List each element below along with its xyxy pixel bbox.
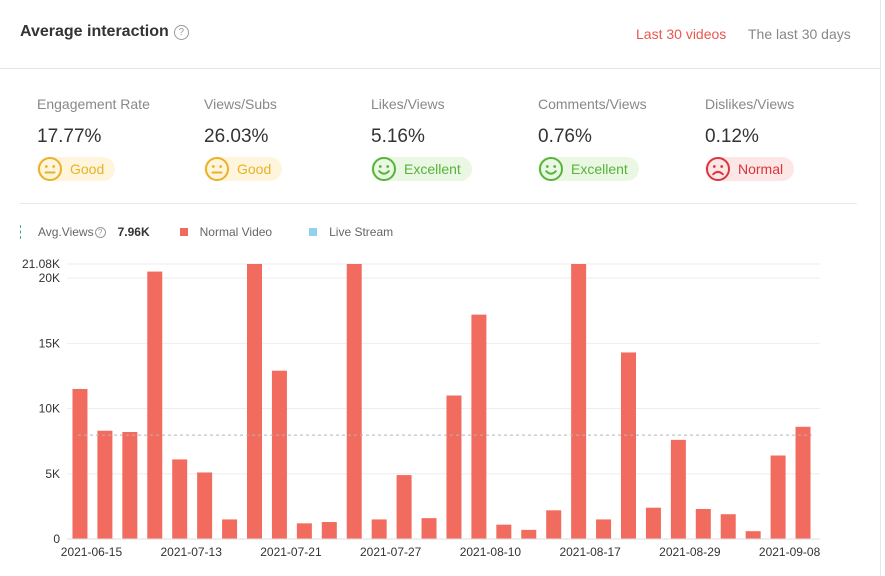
bar bbox=[521, 529, 537, 539]
bar bbox=[496, 524, 512, 539]
bar bbox=[795, 426, 811, 539]
y-tick-label: 5K bbox=[45, 467, 60, 481]
bar bbox=[770, 455, 786, 539]
chart-legend: Avg.Views ? 7.96K Normal Video Live Stre… bbox=[20, 225, 393, 239]
bar bbox=[645, 507, 661, 539]
y-tick-label: 21.08K bbox=[22, 257, 60, 271]
x-tick-label: 2021-07-21 bbox=[260, 545, 322, 559]
y-tick-label: 20K bbox=[39, 271, 60, 285]
bar bbox=[546, 510, 562, 539]
bar bbox=[346, 264, 362, 539]
metric-comments-views: Comments/Views 0.76% Excellent bbox=[538, 96, 647, 187]
bar bbox=[271, 370, 287, 539]
avg-views-label: Avg.Views bbox=[38, 225, 94, 239]
panel-header: Average interaction ? Last 30 videos The… bbox=[0, 0, 880, 69]
bar bbox=[621, 352, 636, 539]
y-tick-label: 0 bbox=[53, 532, 60, 546]
rating-label: Good bbox=[237, 161, 272, 177]
bar bbox=[720, 514, 736, 539]
help-icon[interactable]: ? bbox=[173, 24, 189, 40]
bar bbox=[596, 519, 612, 539]
rating-label: Good bbox=[70, 161, 105, 177]
metric-label: Comments/Views bbox=[538, 96, 647, 112]
metric-label: Dislikes/Views bbox=[705, 96, 795, 112]
metric-views-subs: Views/Subs 26.03% Good bbox=[204, 96, 283, 187]
neutral-face-icon bbox=[205, 157, 229, 181]
rating-label: Excellent bbox=[404, 161, 461, 177]
neutral-face-icon bbox=[38, 157, 62, 181]
frown-face-icon bbox=[706, 157, 730, 181]
section-divider bbox=[20, 203, 857, 204]
x-tick-label: 2021-09-08 bbox=[759, 545, 821, 559]
smile-face-icon bbox=[539, 157, 563, 181]
rating-label: Normal bbox=[738, 161, 784, 177]
metric-engagement-rate: Engagement Rate 17.77% Good bbox=[37, 96, 150, 187]
rating-badge: Excellent bbox=[371, 157, 472, 181]
bar bbox=[695, 508, 711, 539]
avg-views-value: 7.96K bbox=[117, 225, 150, 239]
bar bbox=[147, 271, 163, 539]
live-stream-swatch bbox=[309, 228, 318, 236]
bar bbox=[471, 314, 487, 539]
bar bbox=[745, 531, 761, 539]
bar bbox=[571, 264, 587, 539]
smile-face-icon bbox=[372, 157, 396, 181]
panel-title-wrap: Average interaction ? bbox=[20, 23, 189, 41]
bar bbox=[446, 395, 462, 539]
bar bbox=[396, 475, 412, 539]
bar bbox=[72, 388, 88, 539]
y-tick-label: 15K bbox=[39, 336, 60, 350]
metric-label: Engagement Rate bbox=[37, 96, 150, 112]
bar bbox=[97, 430, 113, 539]
bar bbox=[296, 523, 312, 539]
rating-badge: Good bbox=[37, 157, 116, 181]
x-tick-label: 2021-08-10 bbox=[460, 545, 522, 559]
y-tick-label: 10K bbox=[39, 402, 60, 416]
bar bbox=[172, 459, 188, 539]
metric-label: Likes/Views bbox=[371, 96, 445, 112]
tab-last-30-days[interactable]: The last 30 days bbox=[748, 26, 851, 42]
rating-label: Excellent bbox=[571, 161, 628, 177]
page-title: Average interaction bbox=[20, 23, 169, 40]
x-tick-label: 2021-08-29 bbox=[659, 545, 721, 559]
x-tick-label: 2021-07-27 bbox=[360, 545, 422, 559]
bar bbox=[197, 472, 213, 539]
metric-value: 0.76% bbox=[538, 126, 592, 147]
bar bbox=[222, 519, 238, 539]
metric-value: 26.03% bbox=[204, 126, 269, 147]
metric-value: 17.77% bbox=[37, 126, 102, 147]
bar bbox=[421, 518, 437, 539]
bar bbox=[371, 519, 387, 539]
legend-live-stream[interactable]: Live Stream bbox=[329, 225, 394, 239]
metric-dislikes-views: Dislikes/Views 0.12% Normal bbox=[705, 96, 794, 187]
normal-video-swatch bbox=[179, 228, 188, 236]
metric-value: 0.12% bbox=[705, 126, 759, 147]
x-tick-label: 2021-08-17 bbox=[559, 545, 621, 559]
rating-badge: Excellent bbox=[538, 157, 639, 181]
tab-last-30-videos[interactable]: Last 30 videos bbox=[636, 26, 727, 42]
metric-likes-views: Likes/Views 5.16% Excellent bbox=[371, 96, 472, 187]
help-icon[interactable]: ? bbox=[94, 226, 106, 238]
metric-value: 5.16% bbox=[371, 126, 425, 147]
panel-right-border bbox=[880, 0, 881, 576]
rating-badge: Good bbox=[204, 157, 283, 181]
x-tick-label: 2021-06-15 bbox=[61, 545, 123, 559]
x-tick-label: 2021-07-13 bbox=[161, 545, 223, 559]
bar bbox=[122, 432, 138, 539]
metric-label: Views/Subs bbox=[204, 96, 277, 112]
bar bbox=[247, 264, 262, 539]
bar bbox=[321, 522, 337, 539]
average-line-legend-marker bbox=[20, 225, 22, 239]
bar bbox=[670, 439, 686, 539]
rating-badge: Normal bbox=[705, 157, 795, 181]
legend-normal-video[interactable]: Normal Video bbox=[199, 225, 273, 239]
